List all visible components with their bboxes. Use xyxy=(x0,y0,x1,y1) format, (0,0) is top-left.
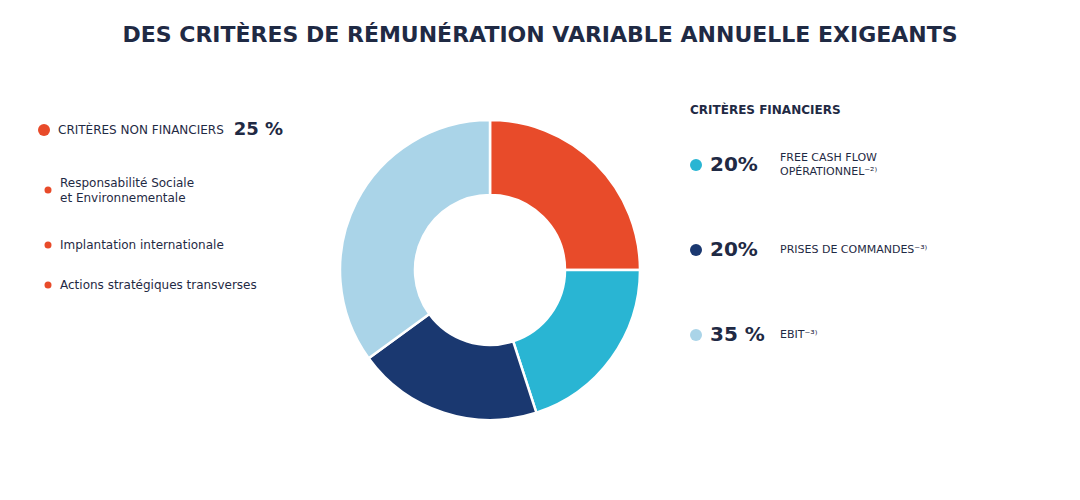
annotation: CRITÈRES FINANCIERS xyxy=(690,102,841,117)
annotation: Implantation internationale xyxy=(60,238,224,252)
legend-swatch xyxy=(690,244,702,256)
category-label: CRITÈRES NON FINANCIERS xyxy=(58,122,224,137)
text-line: Responsabilité Sociale xyxy=(60,175,194,189)
annotation: Actions stratégiques transverses xyxy=(60,278,257,292)
text-line: Actions stratégiques transverses xyxy=(60,278,257,292)
category-label: PRISES DE COMMANDES⁻³⁾ xyxy=(780,243,928,256)
text-line: Implantation internationale xyxy=(60,238,224,252)
text-line: CRITÈRES NON FINANCIERS xyxy=(58,122,224,137)
annotation: Responsabilité Socialeet Environnemental… xyxy=(60,175,194,204)
text-line: EBIT⁻³⁾ xyxy=(780,328,818,341)
data-label: 20% xyxy=(710,237,758,261)
title: DES CRITÈRES DE RÉMUNÉRATION VARIABLE AN… xyxy=(122,22,957,47)
text-line: PRISES DE COMMANDES⁻³⁾ xyxy=(780,243,928,256)
data-label: 20% xyxy=(710,152,758,176)
bullet xyxy=(45,282,52,289)
donut-slice xyxy=(340,120,490,358)
category-label: EBIT⁻³⁾ xyxy=(780,328,818,341)
text-line: OPÉRATIONNEL⁻²⁾ xyxy=(780,165,877,178)
data-label: 35 % xyxy=(710,322,765,346)
text-line: et Environnementale xyxy=(60,190,186,204)
donut-slice xyxy=(490,120,640,270)
category-label: FREE CASH FLOWOPÉRATIONNEL⁻²⁾ xyxy=(780,151,877,178)
data-label: 25 % xyxy=(234,118,283,139)
donut-slice xyxy=(513,270,640,413)
legend-swatch xyxy=(690,329,702,341)
chart: DES CRITÈRES DE RÉMUNÉRATION VARIABLE AN… xyxy=(0,0,1080,500)
bullet xyxy=(45,242,52,249)
bullet xyxy=(45,187,52,194)
slices xyxy=(340,120,640,420)
text-line: FREE CASH FLOW xyxy=(780,151,877,164)
legend-swatch xyxy=(690,159,702,171)
legend-swatch xyxy=(38,124,50,136)
